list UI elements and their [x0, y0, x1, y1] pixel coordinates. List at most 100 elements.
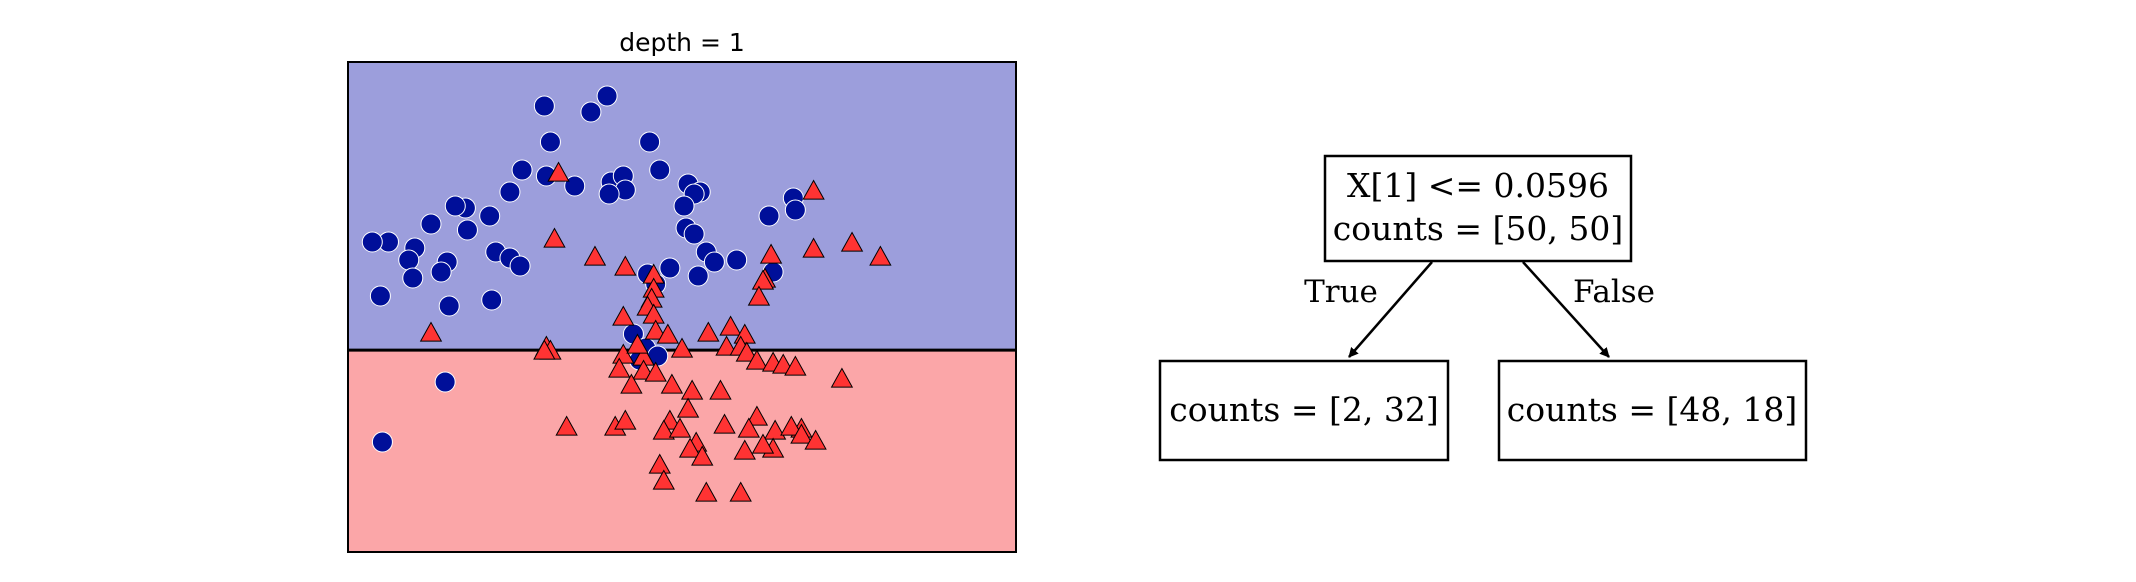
triangle-point	[644, 361, 667, 382]
circle-point	[509, 255, 531, 277]
left-leaf-counts: counts = [2, 32]	[1169, 390, 1438, 429]
circle-point	[687, 265, 709, 287]
triangle-point	[751, 433, 775, 454]
circle-point	[659, 257, 681, 279]
circle-point	[726, 249, 748, 271]
edge-true-label: True	[1304, 274, 1378, 310]
circle-point	[784, 199, 806, 221]
edge-false	[1522, 261, 1610, 358]
triangle-point	[715, 335, 738, 356]
circle-point	[369, 285, 391, 307]
circle-point	[398, 249, 420, 271]
triangle-point	[644, 319, 667, 340]
triangle-point	[608, 357, 631, 378]
circle-point	[481, 289, 503, 311]
triangle-point	[733, 439, 756, 460]
triangle-point	[612, 343, 635, 364]
circle-point	[580, 101, 602, 123]
triangle-point	[652, 419, 675, 440]
triangle-point	[614, 255, 637, 276]
plot-title: depth = 1	[619, 28, 745, 57]
region-lower	[348, 350, 1016, 552]
triangle-point	[691, 445, 714, 466]
right-leaf-node: counts = [48, 18]	[1497, 359, 1808, 462]
circle-point	[673, 195, 695, 217]
triangle-point	[759, 243, 783, 264]
left-leaf-node: counts = [2, 32]	[1158, 359, 1450, 462]
circle-point	[533, 95, 555, 117]
triangle-point	[745, 405, 769, 426]
circle-point	[456, 219, 478, 241]
triangle-point	[784, 355, 807, 376]
triangle-point	[830, 367, 854, 388]
triangle-point	[614, 409, 637, 430]
triangle-point	[670, 337, 694, 358]
circle-point	[596, 85, 618, 107]
triangle-point	[804, 429, 827, 450]
circle-point	[758, 205, 780, 227]
root-node-counts: counts = [50, 50]	[1333, 209, 1623, 248]
circle-point	[479, 205, 501, 227]
triangle-point	[709, 379, 732, 400]
triangle-point	[626, 333, 649, 354]
triangle-point	[668, 417, 692, 438]
triangle-point	[612, 305, 635, 326]
right-leaf-counts: counts = [48, 18]	[1507, 390, 1797, 429]
triangle-point	[652, 469, 675, 490]
triangle-point	[697, 321, 720, 342]
scatter-plot: depth = 1	[347, 28, 1017, 553]
left-leaf-box	[1158, 359, 1450, 462]
circle-point	[511, 159, 533, 181]
triangle-point	[745, 349, 769, 370]
circle-point	[444, 195, 466, 217]
circle-point	[649, 159, 671, 181]
triangle-point	[547, 161, 570, 182]
triangle-point	[533, 339, 556, 360]
triangle-point	[648, 453, 671, 474]
triangle-point	[583, 245, 607, 266]
triangle-point	[802, 237, 825, 258]
triangle-point	[543, 227, 566, 248]
triangle-point	[713, 413, 736, 434]
triangle-point	[620, 373, 643, 394]
circle-point	[430, 261, 452, 283]
triangle-point	[678, 437, 702, 458]
circle-point	[438, 295, 460, 317]
circle-point	[420, 213, 442, 235]
circle-point	[598, 183, 620, 205]
plot-frame	[347, 61, 1017, 553]
circle-point	[402, 267, 424, 289]
circle-point	[361, 231, 383, 253]
triangle-point	[680, 379, 704, 400]
triangle-point	[555, 415, 578, 436]
triangle-point	[719, 315, 742, 336]
triangle-point	[729, 481, 752, 502]
circle-point	[499, 181, 521, 203]
root-node: X[1] <= 0.0596 counts = [50, 50]	[1323, 154, 1633, 263]
circle-point	[434, 371, 456, 393]
circle-point	[639, 131, 661, 153]
triangle-point	[790, 423, 813, 444]
circle-point	[683, 223, 705, 245]
right-leaf-box	[1497, 359, 1808, 462]
circle-point	[703, 251, 725, 273]
edge-true	[1348, 261, 1433, 358]
triangle-point	[737, 417, 760, 438]
triangle-point	[802, 179, 825, 200]
triangle-point	[735, 341, 758, 362]
root-node-box	[1323, 154, 1633, 263]
triangle-point	[656, 323, 680, 344]
circle-point	[539, 131, 561, 153]
triangle-point	[695, 481, 718, 502]
triangle-point	[676, 397, 700, 418]
edge-false-label: False	[1573, 274, 1655, 310]
triangle-point	[763, 419, 787, 440]
triangle-point	[869, 245, 892, 266]
triangle-point	[840, 231, 864, 252]
decision-tree: X[1] <= 0.0596 counts = [50, 50] True Fa…	[1158, 154, 1808, 462]
triangle-point	[660, 373, 684, 394]
root-node-condition: X[1] <= 0.0596	[1347, 166, 1609, 205]
triangle-point	[747, 285, 771, 306]
triangle-point	[780, 415, 803, 436]
circle-point	[371, 431, 393, 453]
